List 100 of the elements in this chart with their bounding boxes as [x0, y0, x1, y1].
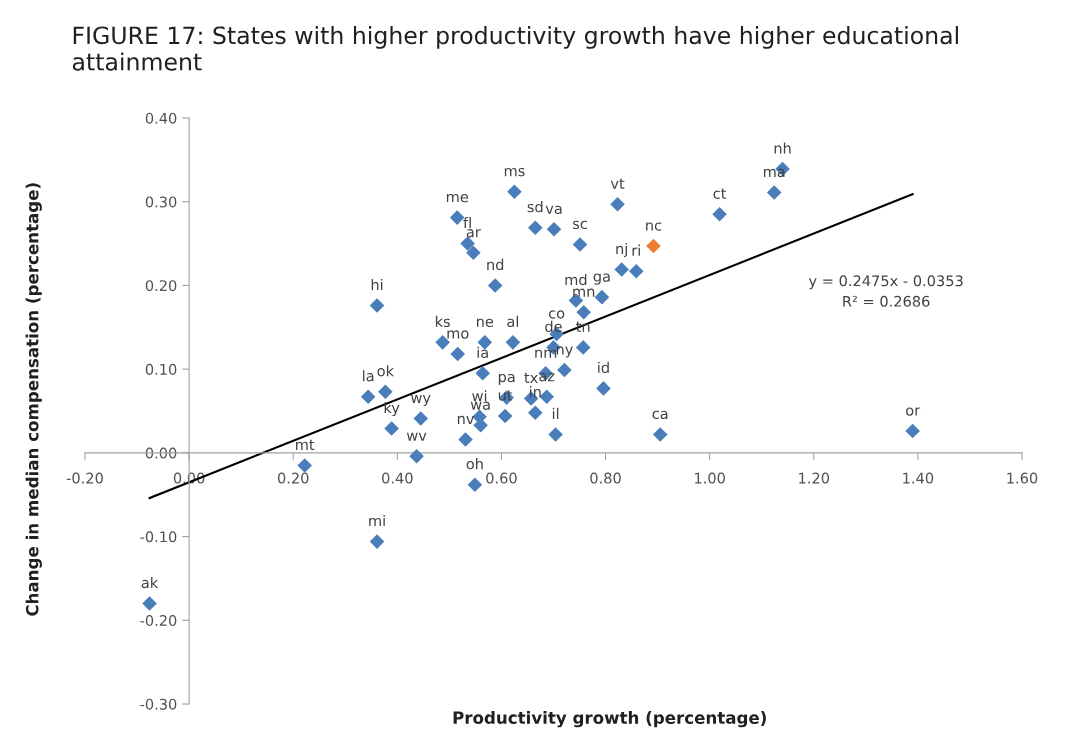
point [548, 427, 563, 442]
point [646, 238, 661, 254]
data-label: ia [477, 346, 488, 358]
data-label: sc [573, 220, 587, 230]
data-label: ky [384, 401, 400, 417]
point [528, 220, 543, 235]
data-label: ne [477, 318, 494, 328]
x-tick-label: 0.20 [277, 472, 309, 484]
point [450, 346, 465, 362]
data-label: mi [369, 514, 385, 527]
data-label: tx [524, 372, 538, 383]
point [487, 278, 503, 293]
y-tick-label: 0.30 [145, 196, 177, 208]
point [614, 262, 629, 277]
x-tick-label: 1.00 [695, 472, 725, 484]
annotation: y = 0.2475x - 0.0353 [808, 275, 963, 290]
data-label: mo [447, 330, 469, 339]
data-label: nv [457, 415, 475, 424]
point [466, 245, 481, 261]
point [557, 362, 572, 378]
point [572, 237, 588, 252]
data-label: ga [593, 273, 610, 285]
point [507, 184, 522, 199]
x-tick-label: 0.40 [382, 472, 413, 484]
x-axis-title: Productivity growth (percentage) [453, 711, 766, 728]
x-tick-label: 0.80 [590, 472, 621, 484]
data-label: or [906, 407, 921, 416]
data-label: pa [498, 373, 515, 386]
data-label: wa [470, 401, 490, 410]
data-label: nh [774, 142, 791, 154]
point [652, 427, 668, 442]
point [628, 263, 644, 279]
point [378, 384, 393, 400]
point [360, 389, 376, 405]
data-label: fl [463, 216, 471, 229]
data-label: il [552, 407, 559, 419]
x-tick-label: 1.20 [799, 472, 830, 484]
data-label: wi [472, 390, 487, 402]
point [297, 458, 312, 473]
point [539, 389, 555, 405]
data-label: nd [487, 258, 504, 271]
point [712, 206, 727, 222]
data-label: ar [466, 229, 481, 238]
point [409, 448, 424, 464]
annotation: R² = 0.2686 [843, 295, 930, 307]
data-label: sd [527, 201, 543, 213]
point [369, 534, 385, 549]
point [475, 366, 490, 381]
y-tick-label: 0.00 [145, 447, 177, 459]
point [610, 196, 625, 212]
point [467, 477, 483, 492]
data-label: md [565, 273, 587, 286]
point [905, 423, 920, 439]
point [546, 222, 562, 237]
data-label: wy [411, 395, 431, 407]
data-label: vt [610, 178, 625, 189]
data-label: mt [296, 439, 315, 450]
point [458, 432, 473, 447]
data-label: ok [377, 365, 394, 377]
x-tick-label: 1.40 [903, 472, 934, 484]
y-tick-label: -0.10 [140, 531, 177, 543]
data-label: nj [616, 242, 627, 258]
chart-title: FIGURE 17: States with higher productivity growth have higher educational attainment [72, 25, 958, 71]
y-tick-label: 0.10 [145, 363, 177, 375]
y-tick-label: 0.40 [145, 112, 177, 124]
data-label: ms [504, 167, 525, 177]
data-label: la [363, 370, 374, 382]
y-tick-label: -0.20 [140, 615, 177, 627]
data-label: hi [371, 278, 383, 290]
point [413, 411, 429, 426]
data-label: ct [713, 188, 727, 199]
point [528, 405, 543, 420]
data-label: de [545, 320, 562, 333]
data-label: nm [535, 349, 557, 358]
data-label: ri [632, 244, 640, 256]
point [142, 596, 157, 611]
point [505, 335, 521, 350]
data-label: va [545, 205, 562, 215]
point [449, 210, 465, 225]
x-tick-label: -0.20 [66, 472, 103, 484]
data-label: oh [466, 458, 483, 470]
data-label: ks [435, 315, 450, 328]
point [594, 289, 610, 305]
point [369, 298, 385, 313]
point [576, 304, 591, 320]
point [497, 408, 513, 424]
y-tick-label: 0.20 [145, 280, 177, 292]
data-label: nc [646, 222, 662, 231]
y-axis-title: Change in median compensation (percentage) [25, 183, 42, 616]
point [384, 421, 399, 436]
data-label: ak [141, 576, 159, 589]
x-tick-label: 1.60 [1007, 472, 1038, 484]
data-label: me [446, 193, 469, 203]
x-tick-label: 0.60 [486, 472, 517, 484]
data-label: ny [556, 346, 573, 358]
data-label: ca [652, 410, 668, 420]
point [460, 236, 475, 251]
point [575, 340, 591, 355]
data-label: id [598, 361, 609, 374]
data-label: al [507, 315, 519, 328]
